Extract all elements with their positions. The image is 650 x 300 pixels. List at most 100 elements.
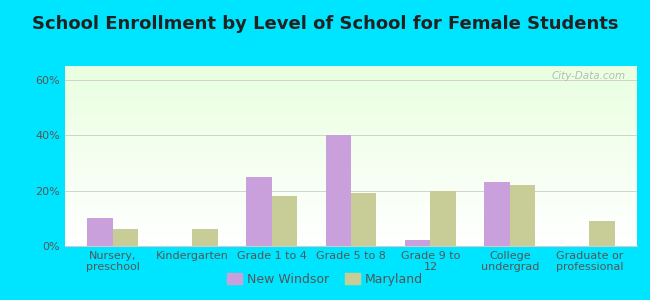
Bar xyxy=(65,210,637,212)
Bar xyxy=(65,122,637,124)
Bar xyxy=(65,181,637,183)
Bar xyxy=(65,165,637,167)
Bar xyxy=(65,98,637,100)
Bar xyxy=(65,217,637,219)
Bar xyxy=(65,205,637,206)
Bar xyxy=(65,178,637,179)
Bar xyxy=(65,196,637,197)
Bar xyxy=(65,221,637,223)
Bar xyxy=(65,143,637,145)
Bar xyxy=(65,116,637,118)
Bar xyxy=(65,230,637,232)
Bar xyxy=(65,84,637,86)
Bar xyxy=(65,73,637,75)
Bar xyxy=(65,169,637,170)
Bar xyxy=(65,89,637,91)
Bar xyxy=(405,241,430,246)
Bar xyxy=(65,228,637,230)
Bar xyxy=(430,190,456,246)
Bar xyxy=(65,82,637,84)
Bar xyxy=(65,206,637,208)
Bar xyxy=(272,196,297,246)
Bar xyxy=(65,237,637,239)
Bar xyxy=(65,161,637,163)
Bar xyxy=(65,160,637,161)
Bar xyxy=(87,218,112,246)
Bar xyxy=(65,134,637,136)
Bar xyxy=(65,244,637,246)
Bar xyxy=(65,156,637,158)
Bar xyxy=(65,212,637,214)
Bar xyxy=(65,106,637,107)
Bar xyxy=(65,201,637,203)
Bar xyxy=(65,232,637,233)
Bar xyxy=(65,190,637,192)
Bar xyxy=(65,242,637,244)
Bar xyxy=(65,188,637,190)
Bar xyxy=(65,235,637,237)
Bar xyxy=(65,77,637,79)
Bar xyxy=(65,140,637,142)
Bar xyxy=(65,215,637,217)
Bar xyxy=(65,79,637,80)
Bar xyxy=(65,223,637,224)
Bar xyxy=(65,91,637,93)
Bar xyxy=(65,71,637,73)
Bar xyxy=(65,167,637,169)
Bar xyxy=(65,70,637,71)
Bar xyxy=(65,109,637,111)
Bar xyxy=(484,182,510,246)
Bar xyxy=(65,199,637,201)
Bar xyxy=(65,224,637,226)
Bar xyxy=(590,221,615,246)
Text: City-Data.com: City-Data.com xyxy=(551,71,625,81)
Bar xyxy=(65,147,637,149)
Bar xyxy=(65,176,637,178)
Bar xyxy=(510,185,536,246)
Bar xyxy=(65,111,637,113)
Bar xyxy=(65,179,637,181)
Bar xyxy=(65,107,637,109)
Bar xyxy=(65,120,637,122)
Bar xyxy=(65,194,637,196)
Bar xyxy=(112,230,138,246)
Bar xyxy=(65,133,637,134)
Bar xyxy=(65,170,637,172)
Bar xyxy=(65,131,637,133)
Bar xyxy=(65,95,637,97)
Bar xyxy=(65,203,637,205)
Bar xyxy=(65,185,637,187)
Bar xyxy=(65,118,637,120)
Bar xyxy=(65,241,637,242)
Bar xyxy=(65,151,637,152)
Bar xyxy=(65,97,637,98)
Bar xyxy=(65,115,637,116)
Bar xyxy=(65,152,637,154)
Bar xyxy=(65,104,637,106)
Bar xyxy=(65,113,637,115)
Bar xyxy=(192,230,218,246)
Bar xyxy=(65,129,637,131)
Bar xyxy=(65,149,637,151)
Bar xyxy=(65,100,637,102)
Bar xyxy=(65,219,637,221)
Bar xyxy=(326,135,351,246)
Bar xyxy=(65,197,637,199)
Bar xyxy=(65,127,637,129)
Bar xyxy=(65,138,637,140)
Bar xyxy=(65,208,637,210)
Bar xyxy=(65,125,637,127)
Bar xyxy=(65,226,637,228)
Bar xyxy=(65,102,637,104)
Bar xyxy=(65,163,637,165)
Bar xyxy=(65,136,637,138)
Bar xyxy=(65,183,637,185)
Bar xyxy=(65,93,637,95)
Bar xyxy=(351,194,376,246)
Bar xyxy=(65,68,637,70)
Bar xyxy=(65,154,637,156)
Bar xyxy=(246,177,272,246)
Bar xyxy=(65,187,637,188)
Bar xyxy=(65,214,637,215)
Bar xyxy=(65,174,637,176)
